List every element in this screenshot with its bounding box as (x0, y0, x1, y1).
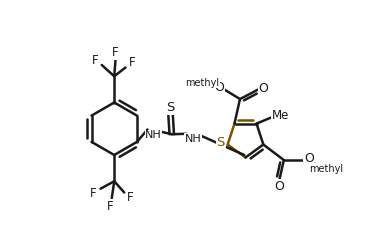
Text: F: F (90, 187, 97, 200)
Text: O: O (274, 180, 284, 193)
Text: O: O (259, 82, 268, 94)
Text: O: O (304, 152, 314, 165)
Text: F: F (112, 46, 119, 59)
Text: F: F (92, 54, 99, 66)
Text: F: F (129, 56, 135, 70)
Text: methyl: methyl (309, 164, 343, 174)
Text: O: O (214, 80, 224, 94)
Text: methyl: methyl (185, 78, 219, 88)
Text: Me: Me (272, 109, 289, 122)
Text: S: S (166, 101, 175, 114)
Text: NH: NH (145, 130, 162, 140)
Text: F: F (127, 191, 134, 204)
Text: S: S (217, 136, 225, 149)
Text: NH: NH (185, 134, 201, 144)
Text: F: F (107, 200, 114, 213)
